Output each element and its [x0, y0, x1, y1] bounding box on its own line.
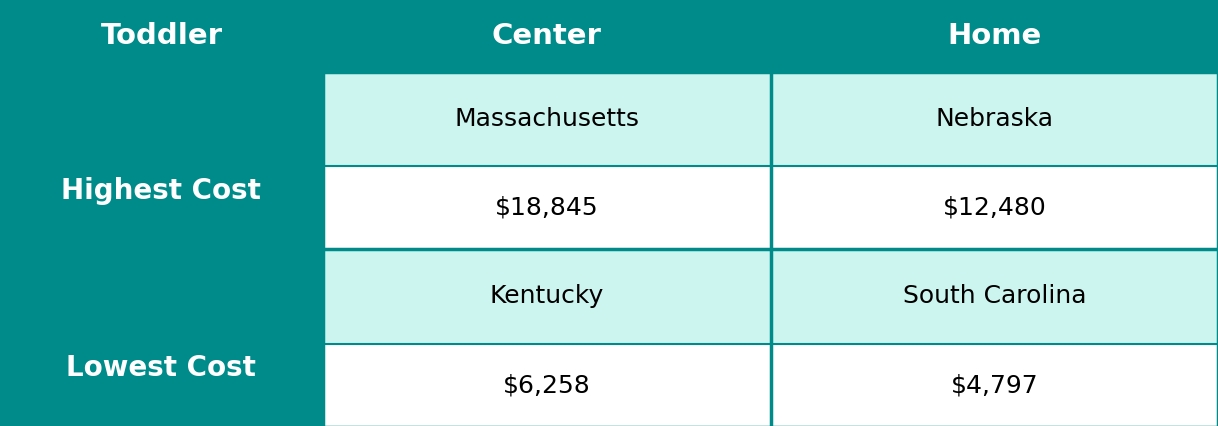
Text: Kentucky: Kentucky	[490, 285, 604, 308]
Bar	[323, 166, 771, 249]
Text: Toddler: Toddler	[100, 22, 223, 50]
Text: Nebraska: Nebraska	[935, 107, 1054, 131]
Text: Lowest Cost: Lowest Cost	[67, 354, 256, 382]
Bar	[771, 249, 1218, 344]
Bar	[0, 249, 323, 426]
Bar	[323, 0, 771, 72]
Bar	[771, 0, 1218, 72]
Text: South Carolina: South Carolina	[903, 285, 1086, 308]
Text: $12,480: $12,480	[943, 196, 1046, 220]
Text: Center: Center	[492, 22, 602, 50]
Bar	[0, 0, 323, 72]
Bar	[323, 249, 771, 344]
Bar	[771, 344, 1218, 426]
Text: Home: Home	[948, 22, 1041, 50]
Bar	[323, 344, 771, 426]
Text: $4,797: $4,797	[951, 373, 1038, 397]
Bar	[771, 72, 1218, 166]
Text: $18,845: $18,845	[495, 196, 599, 220]
Bar	[771, 166, 1218, 249]
Text: Massachusetts: Massachusetts	[454, 107, 639, 131]
Text: Highest Cost: Highest Cost	[61, 177, 262, 204]
Bar	[323, 72, 771, 166]
Bar	[0, 72, 323, 249]
Text: $6,258: $6,258	[503, 373, 591, 397]
